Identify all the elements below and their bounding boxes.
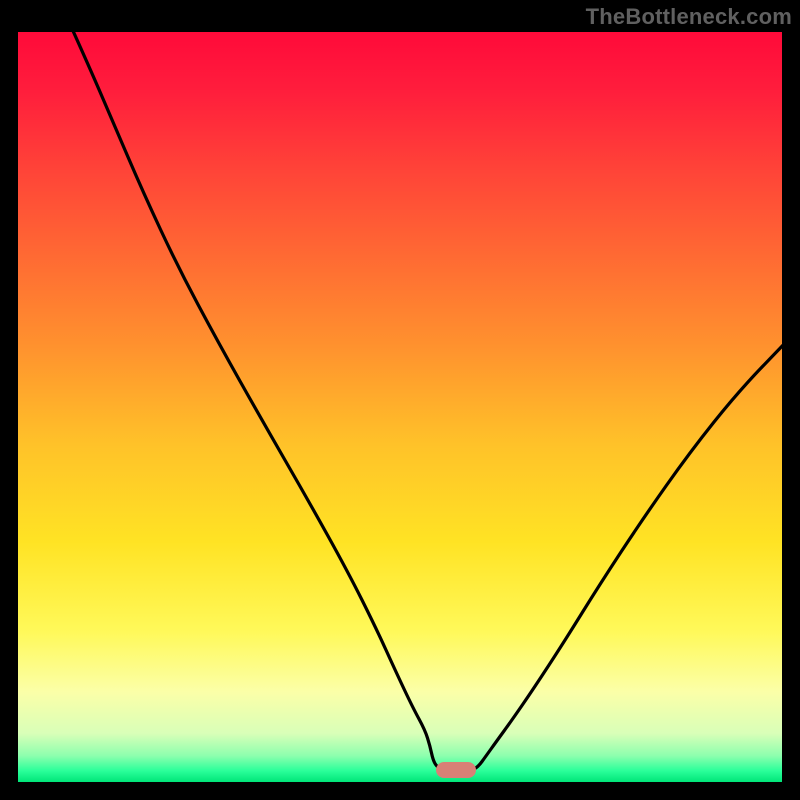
- plot-frame: [15, 32, 785, 785]
- bottleneck-chart: TheBottleneck.com: [0, 0, 800, 800]
- optimum-marker: [436, 762, 476, 778]
- plot-area: [18, 32, 782, 782]
- attribution-label: TheBottleneck.com: [586, 4, 792, 30]
- bottleneck-curve: [18, 32, 782, 782]
